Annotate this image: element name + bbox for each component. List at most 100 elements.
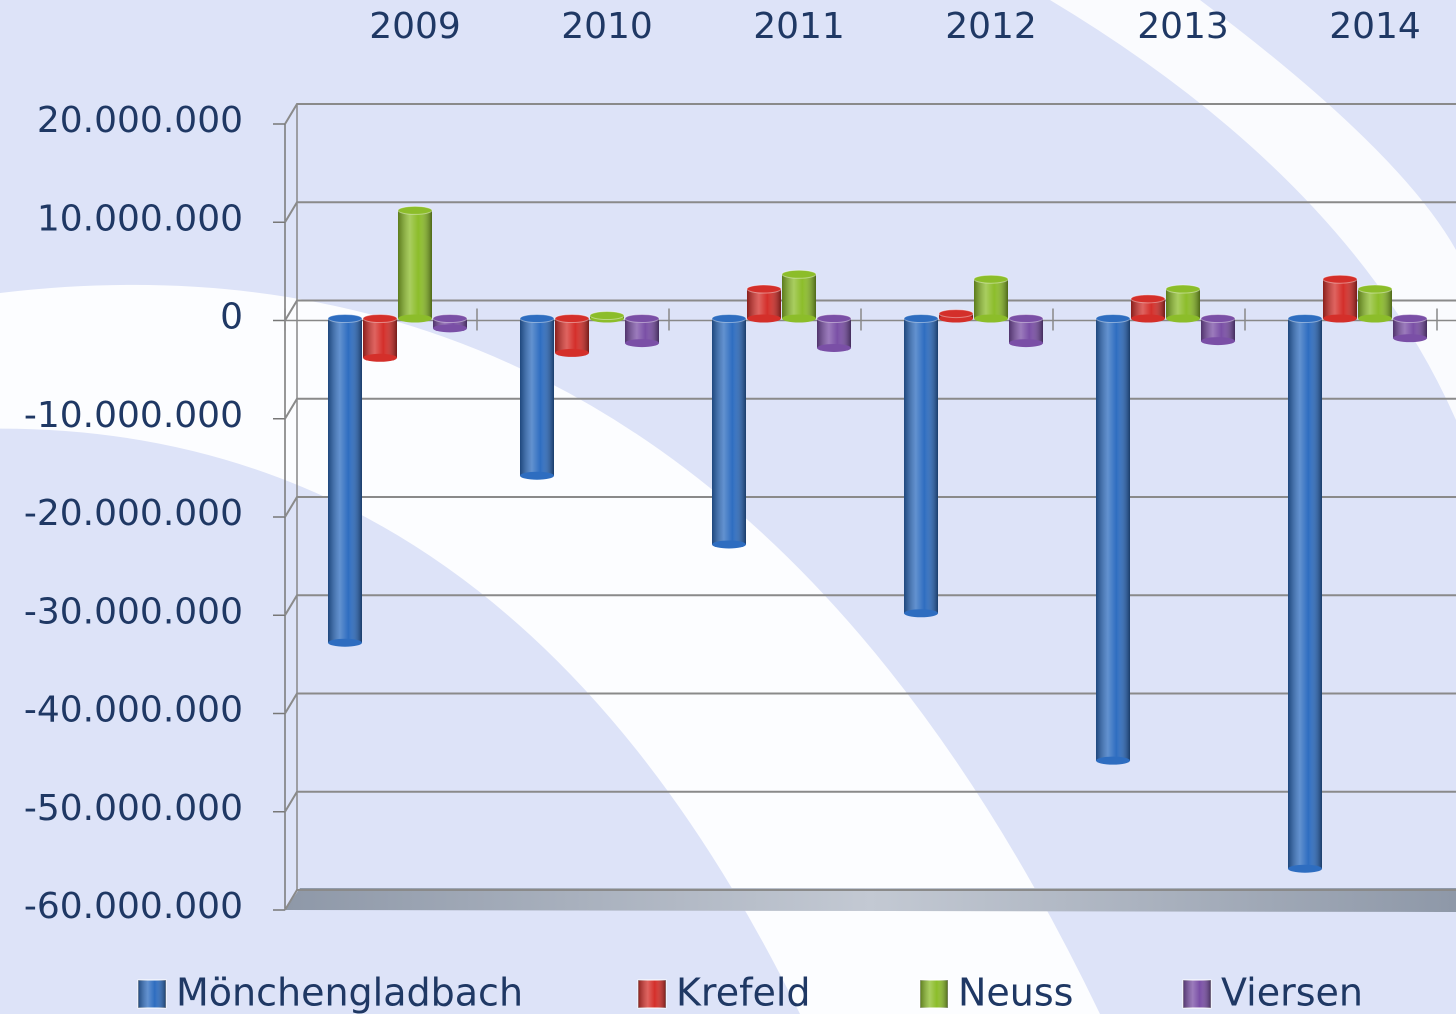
legend-label: Viersen xyxy=(1221,971,1363,1014)
bar-cap xyxy=(519,314,555,323)
bar-shade xyxy=(712,318,746,545)
x-tick-label: 2010 xyxy=(561,6,653,47)
legend-label: Neuss xyxy=(958,971,1073,1014)
bar-cap xyxy=(397,205,433,215)
legend-label: Mönchengladbach xyxy=(176,971,523,1014)
bar-bottom xyxy=(782,314,816,323)
bar-shade xyxy=(782,274,816,319)
bar-cap xyxy=(1008,314,1044,323)
bar-cap xyxy=(1130,294,1166,304)
y-tick-label: 20.000.000 xyxy=(37,100,243,141)
bar-bottom xyxy=(1096,756,1130,765)
bar-shade xyxy=(520,318,554,476)
bar-bottom xyxy=(625,339,659,348)
bar-cap xyxy=(432,314,468,323)
legend-swatch-shade xyxy=(138,980,166,1008)
bar-bottom xyxy=(1323,314,1357,323)
legend: Mönchengladbach Krefeld Neuss Viersen xyxy=(137,971,1363,1014)
bar-cap xyxy=(938,309,974,319)
bar-cap xyxy=(816,314,852,323)
bar-shade xyxy=(433,318,467,329)
bar-cap xyxy=(1165,284,1201,294)
bar-cap xyxy=(781,269,817,279)
bar-shade xyxy=(747,289,781,319)
y-tick-label: -20.000.000 xyxy=(24,493,243,534)
bar-bottom xyxy=(363,353,397,362)
bar-shade xyxy=(328,318,362,643)
bar-shade xyxy=(1323,279,1357,319)
bar-bottom xyxy=(433,324,467,333)
bar-shade xyxy=(555,318,589,353)
y-tick-label: -50.000.000 xyxy=(24,788,243,829)
bar-shade xyxy=(1166,289,1200,319)
bar-bottom xyxy=(1288,864,1322,873)
y-tick-label: 10.000.000 xyxy=(37,198,243,239)
bar-bottom xyxy=(328,638,362,647)
y-tick-label: 0 xyxy=(220,297,243,338)
grid-line xyxy=(284,692,1456,715)
bar-bottom xyxy=(1131,314,1165,323)
bar-bottom xyxy=(520,471,554,480)
bar-bottom xyxy=(712,540,746,549)
bar-shade xyxy=(1201,318,1235,342)
bar-cap xyxy=(711,314,747,323)
bar-cap xyxy=(554,314,590,323)
grid-line xyxy=(284,594,1456,616)
background-arc xyxy=(1050,0,1456,420)
bar-bottom xyxy=(1009,339,1043,348)
legend-swatch-shade xyxy=(920,980,948,1008)
bar-bottom xyxy=(555,348,589,357)
floor xyxy=(285,888,1456,912)
bar-cap xyxy=(589,311,625,321)
legend-label: Krefeld xyxy=(676,971,811,1014)
bar-bottom xyxy=(1393,334,1427,343)
bar-cap xyxy=(1095,314,1131,323)
grid-line xyxy=(284,790,1456,813)
bar-cap xyxy=(903,314,939,323)
bar-shade xyxy=(1131,298,1165,319)
bar-cap xyxy=(1287,314,1323,323)
grid-line xyxy=(284,103,1456,125)
bar-bottom xyxy=(904,609,938,618)
bar-cap xyxy=(327,314,363,323)
bar-shade xyxy=(1288,318,1322,869)
bar-shade xyxy=(904,318,938,614)
legend-swatch-shade xyxy=(638,980,666,1008)
x-tick-label: 2012 xyxy=(945,6,1037,47)
bar-shade xyxy=(1393,318,1427,339)
y-tick-label: -10.000.000 xyxy=(24,395,243,436)
x-tick-label: 2011 xyxy=(753,6,845,47)
bar-shade xyxy=(625,318,659,344)
bar-shade xyxy=(1096,318,1130,761)
x-tick-label: 2014 xyxy=(1329,6,1421,47)
grid-line xyxy=(284,496,1456,518)
bar-shade xyxy=(974,279,1008,319)
grid-line xyxy=(284,201,1456,223)
bar-cap xyxy=(746,284,782,294)
bar-shade xyxy=(817,318,851,348)
plot-area: -60.000.000 -50.000.000 -40.000.000 -30.000… xyxy=(24,6,1456,927)
x-tick-label: 2009 xyxy=(369,6,461,47)
bar-bottom xyxy=(398,314,432,323)
y-tick-label: -40.000.000 xyxy=(24,690,243,731)
x-tick-label: 2013 xyxy=(1137,6,1229,47)
legend-swatch-shade xyxy=(1183,980,1211,1008)
bar-cap xyxy=(973,274,1009,284)
bar-cap xyxy=(1322,274,1358,284)
bar-shade xyxy=(1358,289,1392,319)
bar-shade xyxy=(398,210,432,319)
bar-cap xyxy=(1200,314,1236,323)
bar-bottom xyxy=(1358,314,1392,323)
bar-bottom xyxy=(974,314,1008,323)
bar-bottom xyxy=(1201,337,1235,346)
bar-shade xyxy=(1009,318,1043,344)
bar-cap xyxy=(1357,284,1393,294)
background-arc xyxy=(0,284,1100,1014)
bar-cap xyxy=(1392,314,1428,323)
grid-line xyxy=(284,889,1456,911)
grid-line xyxy=(284,397,1456,420)
bar-shade xyxy=(363,318,397,358)
grid-line xyxy=(284,299,1456,322)
bar-cap xyxy=(362,314,398,323)
